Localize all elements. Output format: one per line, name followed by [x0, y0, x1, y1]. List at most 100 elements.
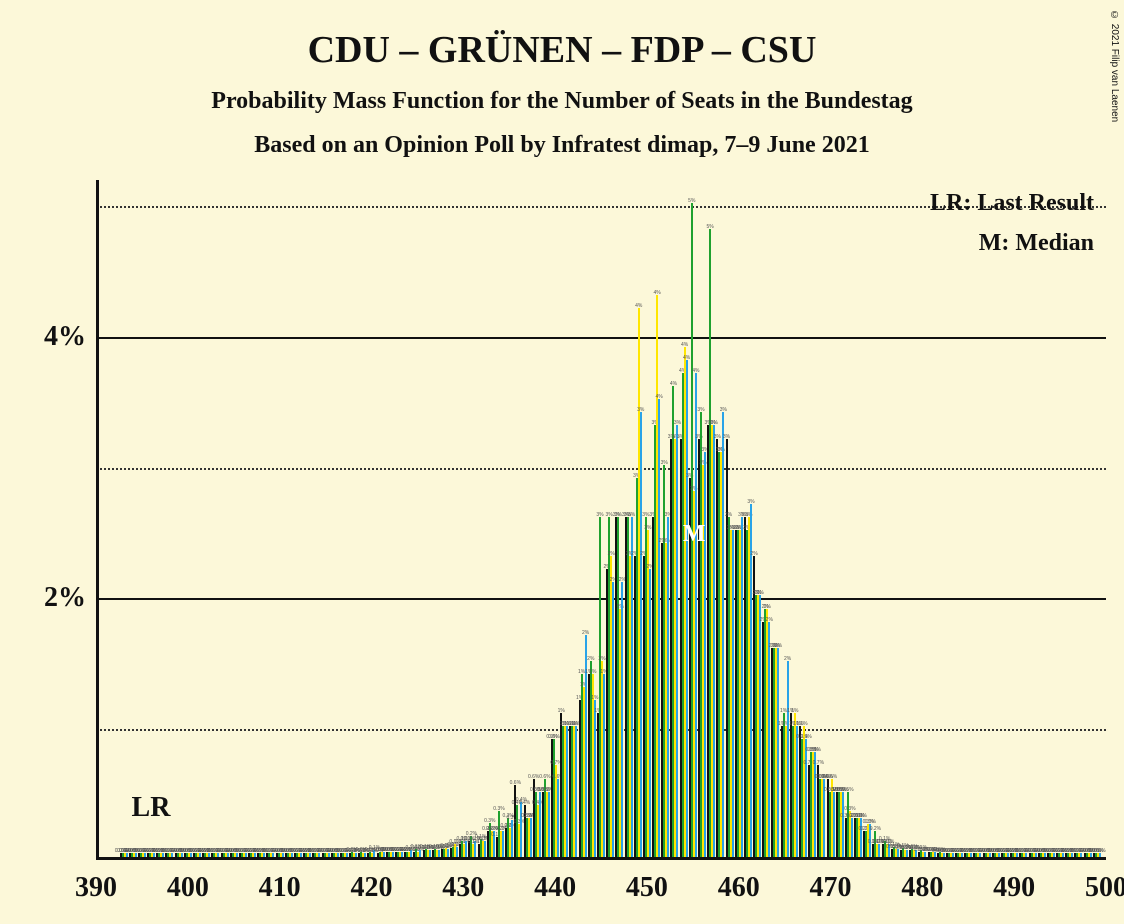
bar-value-label: 0.2%	[860, 826, 890, 832]
x-tick-label: 500	[1085, 872, 1124, 904]
bars-container: 0.0%0.0%0.0%0.0%0.0%0.0%0.0%0.0%0.0%0.0%…	[96, 180, 1106, 860]
bar-blue	[557, 779, 559, 857]
bar-blue	[511, 820, 513, 857]
bar-blue	[539, 792, 541, 857]
legend-median: M: Median	[979, 230, 1094, 257]
x-tick-label: 390	[75, 872, 117, 904]
bar-value-label: 4%	[624, 303, 654, 309]
bar-blue	[768, 622, 770, 857]
x-tick-label: 490	[993, 872, 1035, 904]
bar-blue	[796, 726, 798, 857]
bar-value-label: 3%	[622, 473, 652, 479]
bar-blue	[805, 739, 807, 857]
x-tick-label: 460	[718, 872, 760, 904]
bar-blue	[530, 818, 532, 857]
bar-blue	[621, 582, 623, 857]
x-tick-label: 450	[626, 872, 668, 904]
bar-blue	[777, 648, 779, 857]
bar-blue	[787, 661, 789, 857]
bar-value-label: 0.3%	[855, 819, 885, 825]
bar-blue	[631, 517, 633, 857]
bar-blue	[814, 752, 816, 857]
copyright-text: © 2021 Filip van Laenen	[1109, 10, 1120, 122]
bar-value-label: 3%	[662, 420, 692, 426]
x-tick-label: 400	[167, 872, 209, 904]
bar-blue	[575, 726, 577, 857]
bar-value-label: 5%	[695, 224, 725, 230]
bar-blue	[667, 517, 669, 857]
bar-blue	[640, 412, 642, 857]
x-axis	[96, 857, 1106, 860]
chart-subtitle-2: Based on an Opinion Poll by Infratest di…	[0, 132, 1124, 159]
bar-blue	[713, 425, 715, 857]
bar-value-label: 0.7%	[803, 760, 833, 766]
bar-value-label: 4%	[670, 342, 700, 348]
x-tick-label: 430	[442, 872, 484, 904]
bar-value-label: 2%	[763, 643, 793, 649]
bar-blue	[732, 530, 734, 857]
bar-blue	[741, 517, 743, 857]
bar-value-label: 0.6%	[817, 774, 847, 780]
bar-blue	[658, 399, 660, 857]
bar-value-label: 0.8%	[800, 747, 830, 753]
bar-value-label: 3%	[712, 434, 742, 440]
bar-value-label: 1%	[789, 721, 819, 727]
bar-value-label: 0.3%	[484, 806, 514, 812]
bar-value-label: 0.6%	[500, 780, 530, 786]
bar-blue	[484, 841, 486, 857]
bar-blue	[649, 569, 651, 857]
y-axis	[96, 180, 99, 860]
bar-value-label: 0.3%	[846, 813, 876, 819]
bar-value-label: 2%	[571, 630, 601, 636]
bar-blue	[842, 792, 844, 857]
median-marker: M	[683, 521, 706, 548]
x-tick-label: 410	[259, 872, 301, 904]
bar-value-label: 1%	[780, 708, 810, 714]
bar-blue	[502, 831, 504, 857]
chart-subtitle-1: Probability Mass Function for the Number…	[0, 88, 1124, 115]
bar-value-label: 3%	[736, 499, 766, 505]
bar-blue	[594, 700, 596, 857]
bar-blue	[759, 595, 761, 857]
bar-value-label: 2%	[773, 656, 803, 662]
bar-value-label: 0.0%	[1085, 848, 1115, 854]
bar-blue	[548, 792, 550, 857]
plot-area: 0.0%0.0%0.0%0.0%0.0%0.0%0.0%0.0%0.0%0.0%…	[96, 180, 1106, 860]
lr-marker: LR	[132, 792, 171, 824]
bar-value-label: 0.9%	[791, 734, 821, 740]
bar-value-label: 2%	[752, 604, 782, 610]
bar-value-label: 0.3%	[835, 806, 865, 812]
x-tick-label: 470	[810, 872, 852, 904]
bar-value-label: 4%	[642, 290, 672, 296]
bar-value-label: 3%	[699, 420, 729, 426]
bar-blue	[566, 726, 568, 857]
bar-blue	[612, 582, 614, 857]
bar-blue	[520, 802, 522, 857]
bar-value-label: 5%	[677, 198, 707, 204]
bar-blue	[722, 412, 724, 857]
bar-value-label: 1%	[569, 682, 599, 688]
bar-value-label: 4%	[644, 394, 674, 400]
bar-value-label: 2%	[754, 617, 784, 623]
x-tick-label: 440	[534, 872, 576, 904]
bar-blue	[447, 849, 449, 857]
bar-value-label: 0.5%	[833, 787, 863, 793]
bar-blue	[833, 792, 835, 857]
bar-blue	[704, 452, 706, 857]
x-tick-label: 480	[901, 872, 943, 904]
bar-value-label: 4%	[681, 368, 711, 374]
bar-value-label: 3%	[734, 512, 764, 518]
bar-value-label: 2%	[739, 551, 769, 557]
bar-value-label: 4%	[672, 355, 702, 361]
x-tick-label: 420	[350, 872, 392, 904]
bar-value-label: 3%	[706, 447, 736, 453]
bar-value-label: 3%	[708, 407, 738, 413]
bar-value-label: 1%	[546, 708, 576, 714]
bar-value-label: 3%	[626, 407, 656, 413]
bar-value-label: 3%	[732, 525, 762, 531]
y-tick-label: 2%	[26, 582, 86, 614]
chart-title: CDU – GRÜNEN – FDP – CSU	[0, 28, 1124, 72]
bar-value-label: 2%	[745, 590, 775, 596]
bar-blue	[456, 847, 458, 857]
y-tick-label: 4%	[26, 321, 86, 353]
